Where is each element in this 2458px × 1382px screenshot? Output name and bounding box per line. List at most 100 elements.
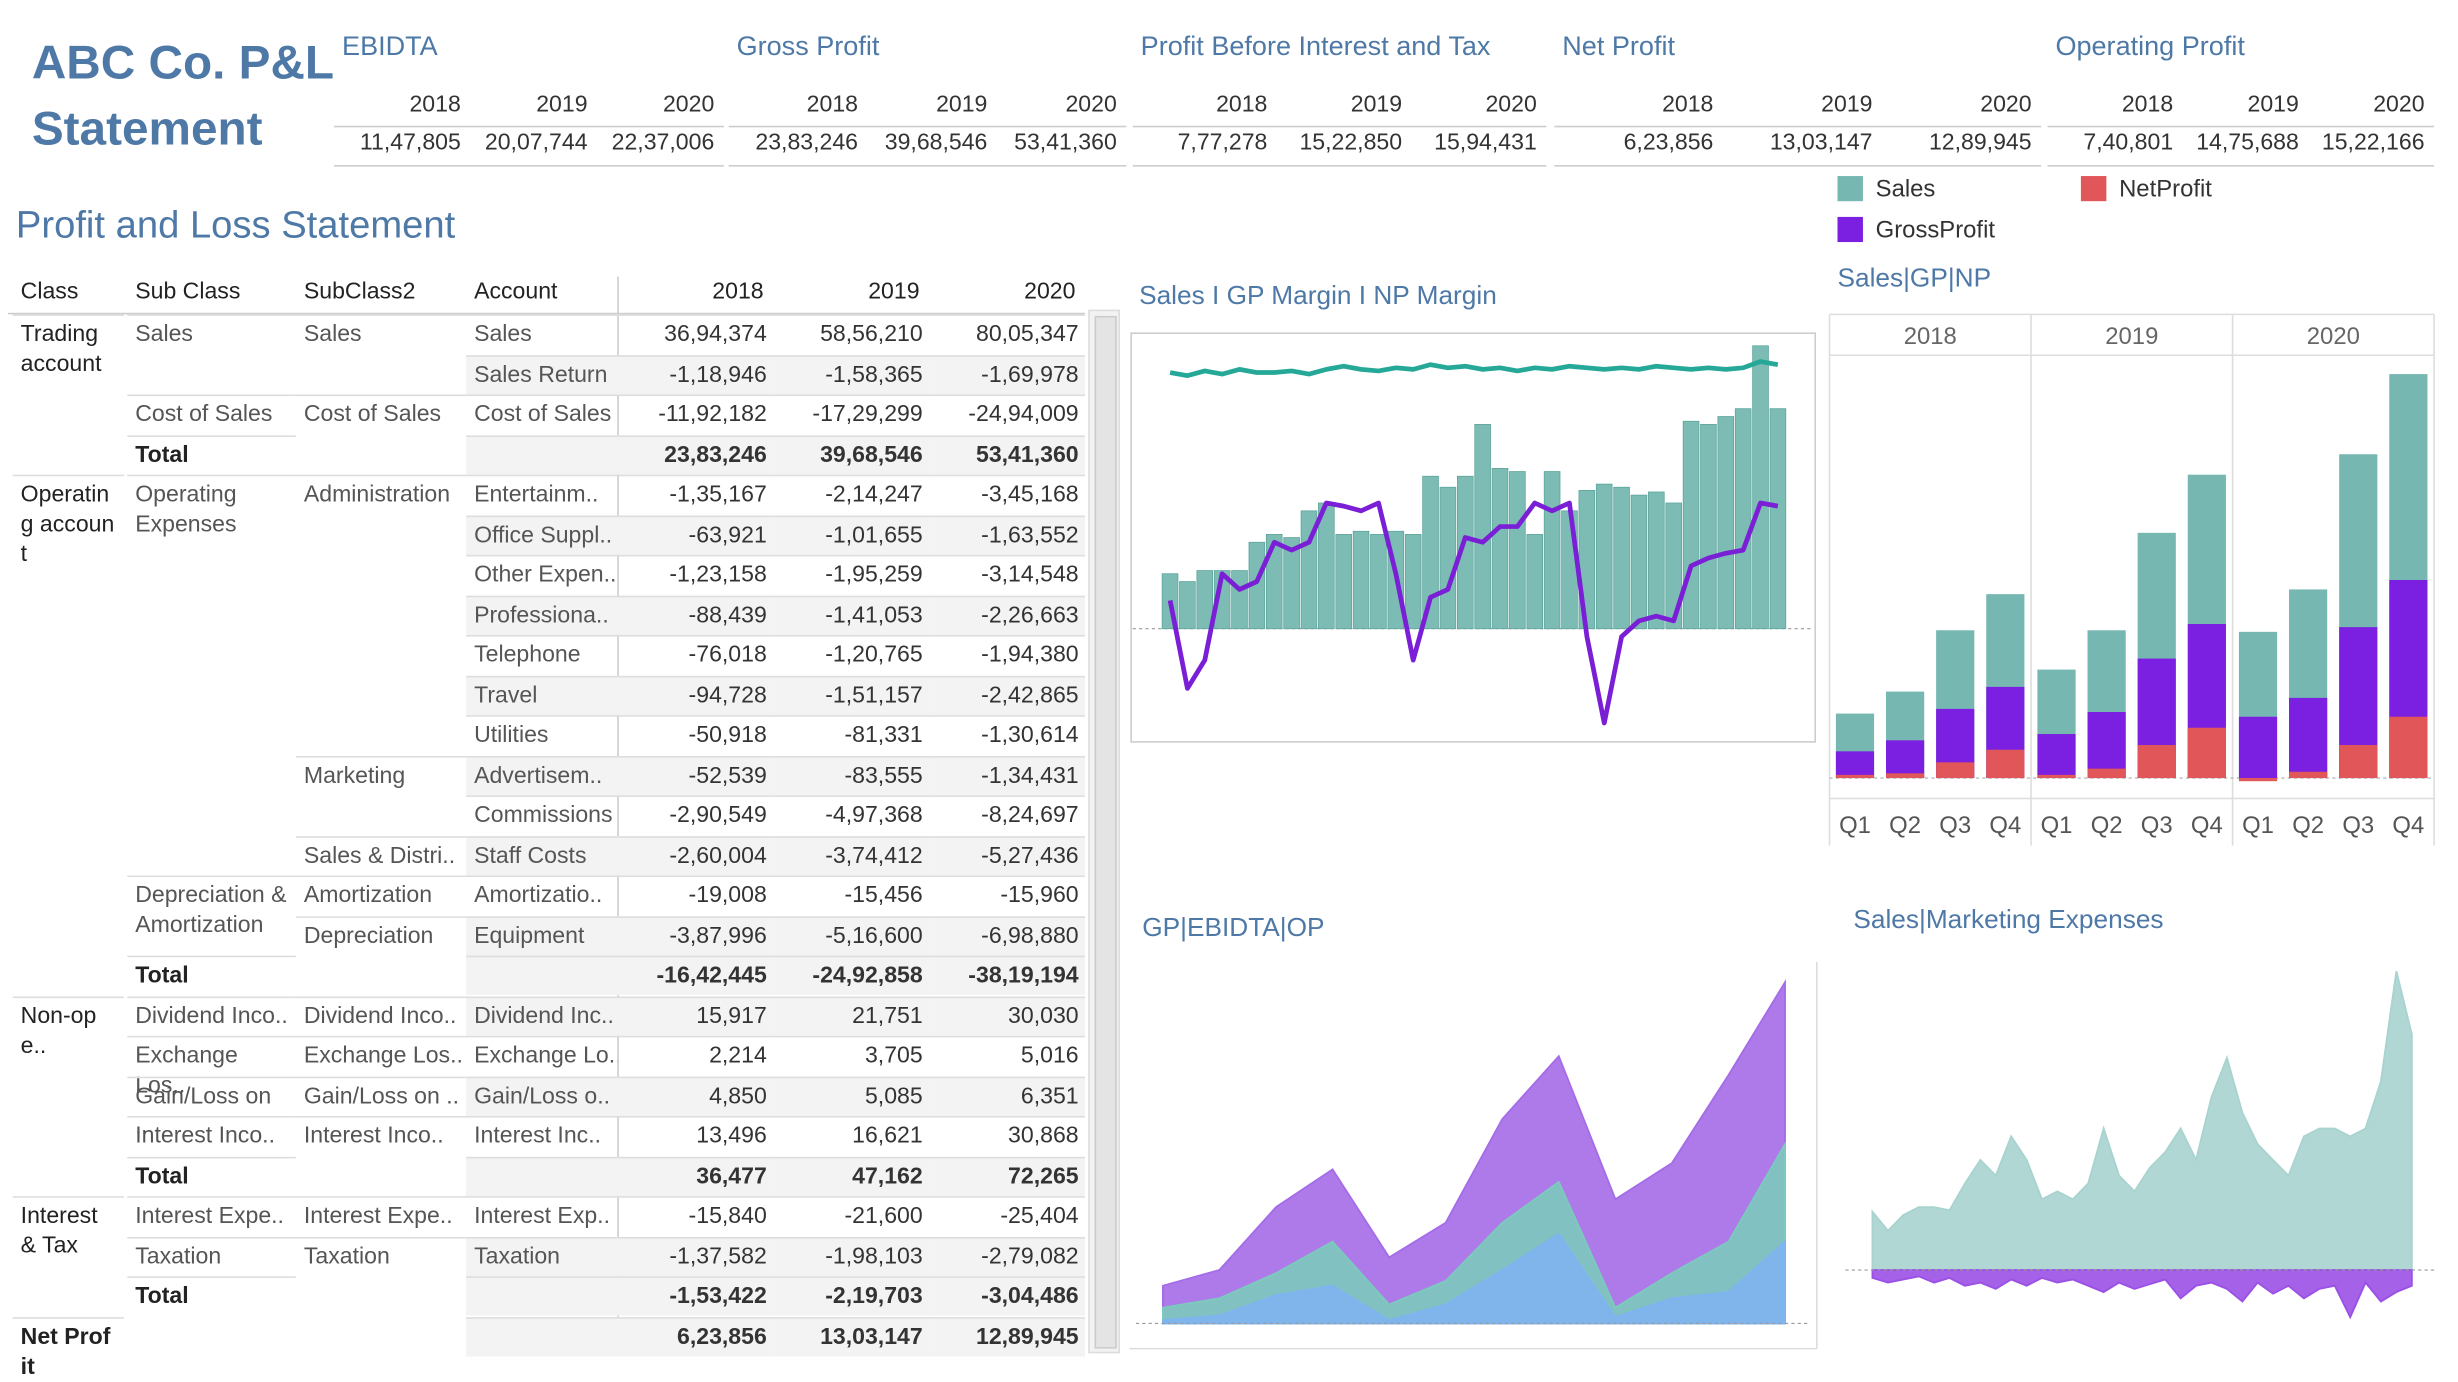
kpi-value: 7,40,801 (2083, 130, 2174, 156)
table-value: -3,87,996 (617, 915, 774, 955)
chart-frame (1130, 332, 1817, 743)
table-cell-empty (466, 1276, 618, 1316)
table-header: Sub Class (135, 279, 241, 305)
table-header: 2020 (1024, 279, 1076, 305)
table-cell: Sales (466, 314, 618, 353)
kpi-value: 12,89,945 (1928, 130, 2032, 156)
scroll-thumb[interactable] (1094, 315, 1117, 1349)
table-cell: Administration (295, 474, 467, 514)
table-value: -1,41,053 (773, 594, 930, 635)
table-cell: Interest Exp.. (466, 1196, 618, 1235)
table-cell: Advertisem.. (466, 755, 618, 795)
table-value: -4,97,368 (773, 795, 930, 834)
table-value: 3,705 (773, 1035, 930, 1075)
table-value: -2,26,663 (929, 594, 1085, 635)
bar (2137, 745, 2176, 779)
table-divider (617, 276, 619, 1355)
table-cell: Net Profit (12, 1316, 125, 1379)
bar (2289, 771, 2328, 779)
table-cell: Exchange Lo.. (466, 1035, 618, 1075)
x-tick-label: Q1 (1839, 813, 1871, 839)
kpi-value: 14,75,688 (2196, 130, 2299, 156)
table-value: 30,030 (929, 995, 1085, 1036)
bar (1265, 534, 1283, 630)
bar (1179, 581, 1196, 630)
table-value: -17,29,299 (773, 394, 930, 434)
bar (1752, 345, 1769, 630)
bar (2087, 768, 2126, 779)
table-value: -2,79,082 (929, 1236, 1085, 1276)
bar (2339, 745, 2378, 779)
scrollbar[interactable] (1088, 309, 1120, 1354)
legend-swatch (1837, 176, 1863, 202)
table-cell: Total (127, 434, 296, 474)
chart-title: Sales|Marketing Expenses (1853, 904, 2163, 934)
kpi-year: 2019 (536, 92, 588, 118)
table-value: -1,94,380 (929, 635, 1085, 674)
table-value: -88,439 (617, 594, 774, 635)
legend-swatch (2080, 176, 2107, 202)
table-value: 13,496 (617, 1115, 774, 1155)
table-value: -1,69,978 (929, 354, 1085, 394)
table-value: -24,92,858 (773, 955, 930, 995)
table-value: -6,98,880 (929, 915, 1085, 955)
table-value: -1,20,765 (773, 635, 930, 674)
table-value: -3,04,486 (929, 1276, 1085, 1316)
table-value: -81,331 (773, 715, 930, 754)
table-cell: Total (127, 955, 296, 995)
table-value: -52,539 (617, 755, 774, 795)
table-cell: Entertainm.. (466, 474, 618, 514)
bar (1474, 423, 1491, 630)
bar (1283, 537, 1300, 630)
bar (2389, 716, 2428, 779)
table-cell: Non-ope.. (12, 995, 125, 1059)
legend-label: GrossProfit (1876, 217, 1996, 243)
kpi-year: 2020 (1065, 92, 1117, 118)
table-cell: Exchange Los.. (295, 1035, 467, 1075)
table-value: 5,016 (929, 1035, 1085, 1075)
table-cell: Gain/Loss o.. (466, 1075, 618, 1116)
kpi-value: 15,22,166 (2321, 130, 2425, 156)
table-value: -38,19,194 (929, 955, 1085, 995)
table-value: -8,24,697 (929, 795, 1085, 834)
bar (1936, 762, 1975, 779)
table-cell: Interest Inc.. (466, 1115, 618, 1155)
legend-label: NetProfit (2119, 177, 2212, 203)
x-tick-label: Q3 (1939, 813, 1971, 839)
kpi-title: EBIDTA (342, 31, 438, 62)
table-value: 21,751 (773, 995, 930, 1036)
table-value: -50,918 (617, 715, 774, 754)
table-value: -1,18,946 (617, 354, 774, 394)
table-cell: Taxation (466, 1236, 618, 1276)
table-value: -1,53,422 (617, 1276, 774, 1316)
table-cell: Amortization (295, 875, 467, 914)
table-cell: Dividend Inco.. (127, 995, 296, 1035)
table-value: -1,63,552 (929, 514, 1085, 555)
table-cell: Interest Inco.. (127, 1115, 296, 1155)
bar (1682, 420, 1700, 630)
table-value: -1,23,158 (617, 554, 774, 594)
area (1871, 971, 2413, 1271)
table-value: -94,728 (617, 675, 774, 715)
table-value: -15,456 (773, 875, 930, 914)
kpi-title: Operating Profit (2055, 31, 2245, 62)
table-value: -2,14,247 (773, 474, 930, 514)
table-value: 2,214 (617, 1035, 774, 1075)
table-cell: Operating Expenses (127, 474, 296, 538)
table-value: -24,94,009 (929, 394, 1085, 434)
table-cell: Operating account (12, 474, 125, 567)
bar (1734, 408, 1752, 630)
facet-label: 2020 (2307, 324, 2360, 350)
chart-title: Sales|GP|NP (1837, 263, 1991, 293)
table-value: 36,94,374 (617, 314, 774, 353)
table-header: SubClass2 (303, 279, 416, 305)
area (1161, 1232, 1786, 1325)
bar (1595, 483, 1613, 630)
table-value: 72,265 (929, 1156, 1085, 1196)
kpi-title: Profit Before Interest and Tax (1140, 31, 1491, 62)
table-value: -2,90,549 (617, 795, 774, 834)
kpi-year: 2020 (1980, 92, 2032, 118)
table-cell-empty (466, 955, 618, 995)
kpi-year: 2018 (409, 92, 461, 118)
table-value: -1,35,167 (617, 474, 774, 514)
